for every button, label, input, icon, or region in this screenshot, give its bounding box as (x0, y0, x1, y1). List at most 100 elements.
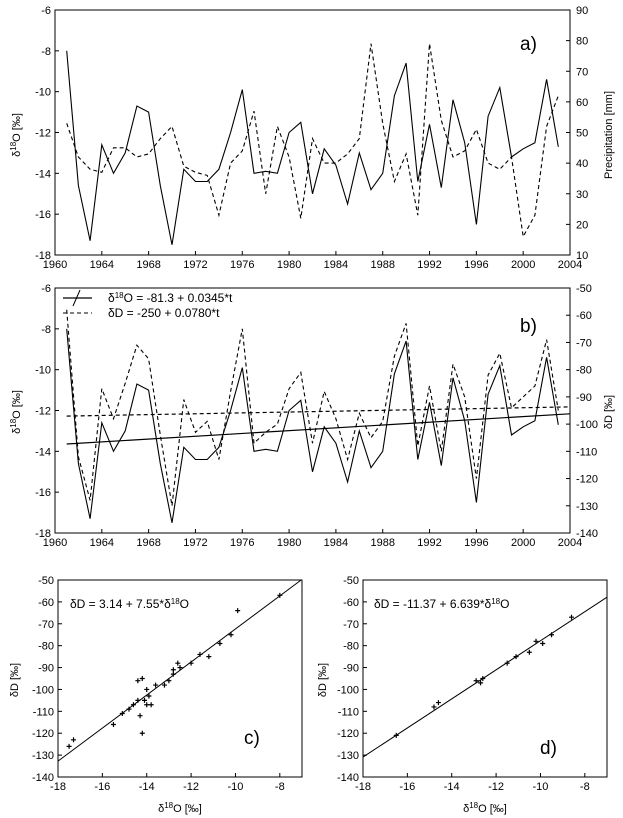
x-tick-label: 1980 (277, 537, 301, 549)
data-point (513, 654, 519, 660)
x-tick-label: -8 (580, 781, 590, 793)
x-tick-label: -8 (275, 781, 285, 793)
y-tick-label: -8 (41, 324, 51, 336)
y-tick-label: -60 (343, 597, 359, 609)
data-point (166, 678, 172, 684)
x-tick-label: 1972 (183, 259, 207, 271)
y2-tick-label: 20 (576, 219, 588, 231)
panel-b-series (66, 309, 571, 523)
data-point (144, 702, 150, 708)
y-tick-label: -14 (35, 168, 51, 180)
y-tick-label: -120 (337, 728, 359, 740)
y2-tick-label: 80 (576, 36, 588, 48)
trend-line-3 (66, 406, 571, 417)
data-point (480, 676, 486, 681)
panel-a-ylabel: δ18O [‰] (9, 113, 23, 157)
data-point (504, 660, 510, 666)
x-tick-label: 1968 (136, 259, 160, 271)
data-point (170, 671, 176, 677)
legend-d18o-eq: δ18O = -81.3 + 0.0345*t (108, 291, 233, 305)
data-point (540, 640, 546, 646)
x-tick-label: 1960 (43, 259, 67, 271)
data-point (228, 632, 234, 638)
data-point (71, 737, 77, 743)
y-tick-label: -140 (32, 772, 54, 784)
x-tick-label: -14 (139, 781, 155, 793)
y-tick-label: -50 (343, 575, 359, 587)
x-tick-label: -12 (488, 781, 504, 793)
data-point (478, 680, 484, 686)
data-point (569, 614, 575, 620)
y2-tick-label: -130 (576, 501, 598, 513)
panel-a-right-axis: 90 80 70 60 50 40 30 20 10 (566, 5, 588, 262)
panel-b-frame (54, 287, 571, 534)
y2-tick-label: -90 (576, 392, 592, 404)
panel-a-y2label: Precipitation [mm] (603, 91, 615, 179)
y-tick-label: -90 (343, 663, 359, 675)
data-point (142, 697, 148, 703)
y2-tick-label: 50 (576, 128, 588, 140)
data-point (146, 693, 152, 699)
x-tick-label: 1980 (277, 259, 301, 271)
regression-line (57, 579, 302, 762)
x-tick-label: 1976 (230, 537, 254, 549)
panel-d-x-axis: -18 -16 -14 -12 -10 -8 (355, 773, 590, 793)
panel-b-left-axis: -6 -8 -10 -12 -14 -16 -18 (35, 283, 59, 540)
panel-c: -50-60-70-80-90-100-110-120-130-140 -18-… (9, 575, 303, 815)
data-point (110, 721, 116, 727)
data-point (130, 702, 136, 708)
y-tick-label: -140 (337, 772, 359, 784)
data-point (526, 649, 532, 655)
panel-c-x-axis: -18 -16 -14 -12 -10 -8 (50, 773, 285, 793)
panel-d-points (362, 596, 608, 758)
panel-d-equation: δD = -11.37 + 6.639*δ18O (374, 597, 509, 611)
trend-line-2 (66, 413, 571, 445)
panel-a-frame (54, 9, 571, 256)
y-tick-label: -130 (337, 750, 359, 762)
data-point (393, 732, 399, 738)
y-tick-label: -100 (337, 684, 359, 696)
x-tick-label: -16 (94, 781, 110, 793)
y-tick-label: -16 (35, 209, 51, 221)
panel-b-ylabel: δ18O [‰] (9, 390, 23, 434)
data-point (435, 700, 441, 706)
panel-c-label: c) (244, 728, 260, 749)
data-point (197, 651, 203, 657)
x-tick-label: -10 (228, 781, 244, 793)
data-point (66, 743, 72, 749)
regression-line (362, 596, 608, 758)
panel-c-equation: δD = 3.14 + 7.55*δ18O (70, 597, 189, 611)
panel-b-legend: δ18O = -81.3 + 0.0345*t δD = -250 + 0.07… (63, 289, 233, 320)
y2-tick-label: -120 (576, 474, 598, 486)
data-point (135, 678, 141, 684)
data-point (277, 592, 283, 598)
y2-tick-label: 40 (576, 158, 588, 170)
y-tick-label: -100 (32, 684, 54, 696)
panel-b-x-axis: 1960 1964 1968 1972 1976 1980 1984 1988 1992 1996… (43, 529, 582, 549)
x-tick-label: -18 (355, 781, 371, 793)
y-tick-label: -60 (38, 597, 54, 609)
y-tick-label: -10 (35, 365, 51, 377)
x-tick-label: 1992 (417, 537, 441, 549)
y-tick-label: -14 (35, 446, 51, 458)
x-tick-label: 1972 (183, 537, 207, 549)
series-line-1 (66, 309, 559, 506)
panel-d-xlabel: δ18O [‰] (463, 801, 507, 815)
panel-b-right-axis: -50 -60 -70 -80 -90 -100 -110 -120 -130 -140 (566, 283, 598, 540)
series-line-0 (66, 328, 559, 523)
y-tick-label: -110 (338, 706, 359, 718)
panel-d-frame (362, 579, 608, 778)
data-point (153, 682, 159, 688)
data-point (533, 638, 539, 644)
y-tick-label: -80 (38, 641, 54, 653)
y-tick-label: -10 (35, 87, 51, 99)
x-tick-label: -14 (444, 781, 460, 793)
y2-tick-label: -80 (576, 365, 592, 377)
y2-tick-label: -50 (576, 283, 592, 295)
panel-a-x-axis: 1960 1964 1968 1972 1976 1980 1984 1988 1992 1996… (43, 251, 582, 271)
series-line-0 (66, 50, 559, 245)
data-point (126, 706, 132, 712)
y2-tick-label: 10 (576, 250, 588, 262)
x-tick-label: 2000 (511, 537, 535, 549)
